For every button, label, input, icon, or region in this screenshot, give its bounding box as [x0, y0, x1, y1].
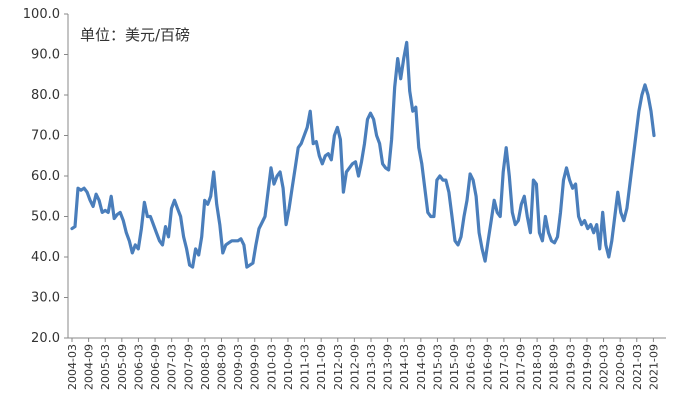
- y-tick-label: 30.0: [31, 291, 60, 306]
- x-tick-label: 2008-03: [199, 344, 212, 390]
- x-tick-label: 2018-09: [548, 344, 561, 390]
- x-tick-label: 2009-03: [232, 344, 245, 390]
- x-tick-label: 2012-09: [348, 344, 361, 390]
- x-tick-label: 2017-09: [515, 344, 528, 390]
- y-tick-label: 50.0: [31, 210, 60, 225]
- y-tick-label: 80.0: [31, 88, 60, 103]
- y-tick-label: 100.0: [23, 7, 60, 22]
- y-axis: 20.0 30.0 40.0 50.0 60.0 70.0 80.0 90.0 100.0: [23, 7, 69, 346]
- x-tick-label: 2015-09: [448, 344, 461, 390]
- x-tick-label: 2014-09: [415, 344, 428, 390]
- x-tick-label: 2019-03: [564, 344, 577, 390]
- x-tick-label: 2004-09: [83, 344, 96, 390]
- x-tick-label: 2020-09: [614, 344, 627, 390]
- x-tick-label: 2005-03: [99, 344, 112, 390]
- x-tick-label: 2009-09: [249, 344, 262, 390]
- x-tick-label: 2016-09: [481, 344, 494, 390]
- x-tick-label: 2011-09: [315, 344, 328, 390]
- x-tick-label: 2011-03: [299, 344, 312, 390]
- x-tick-label: 2013-03: [365, 344, 378, 390]
- y-tick-label: 90.0: [31, 48, 60, 63]
- x-tick-label: 2012-03: [332, 344, 345, 390]
- x-tick-label: 2016-03: [465, 344, 478, 390]
- x-tick-label: 2006-09: [149, 344, 162, 390]
- x-tick-label: 2007-09: [182, 344, 195, 390]
- y-tick-label: 20.0: [31, 331, 60, 346]
- x-tick-label: 2004-03: [66, 344, 79, 390]
- x-tick-label: 2019-09: [581, 344, 594, 390]
- series-line: [70, 40, 656, 269]
- x-tick-label: 2018-03: [531, 344, 544, 390]
- x-tick-label: 2013-09: [382, 344, 395, 390]
- x-tick-label: 2017-03: [498, 344, 511, 390]
- x-axis: 2004-03 2004-09 2005-03 2005-09 2006-03 2006-…: [66, 337, 666, 390]
- x-tick-label: 2008-09: [216, 344, 229, 390]
- x-tick-label: 2007-03: [166, 344, 179, 390]
- y-tick-label: 60.0: [31, 169, 60, 184]
- y-tick-label: 70.0: [31, 129, 60, 144]
- x-tick-label: 2006-03: [132, 344, 145, 390]
- unit-label: 单位：美元/百磅: [80, 26, 191, 44]
- x-tick-label: 2010-03: [265, 344, 278, 390]
- x-tick-label: 2010-09: [282, 344, 295, 390]
- x-tick-label: 2014-03: [398, 344, 411, 390]
- x-tick-label: 2020-03: [598, 344, 611, 390]
- x-tick-label: 2015-03: [431, 344, 444, 390]
- x-tick-label: 2005-09: [116, 344, 129, 390]
- x-tick-label: 2021-03: [631, 344, 644, 390]
- y-tick-label: 40.0: [31, 250, 60, 265]
- x-tick-label: 2021-09: [647, 344, 660, 390]
